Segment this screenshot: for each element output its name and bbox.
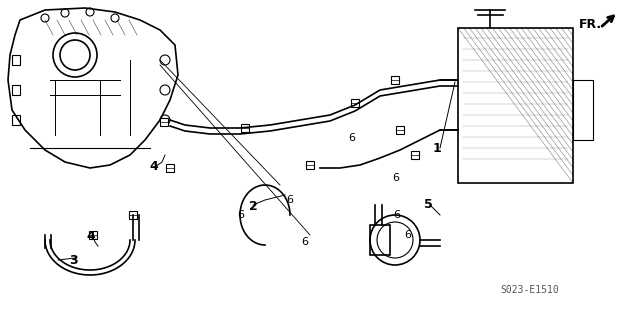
Bar: [391, 76, 399, 84]
Text: 6: 6: [349, 133, 355, 143]
Text: 2: 2: [248, 201, 257, 213]
Text: 6: 6: [404, 230, 412, 240]
Text: S023-E1510: S023-E1510: [500, 285, 559, 295]
Text: 3: 3: [68, 254, 77, 266]
Text: 1: 1: [433, 142, 442, 154]
Bar: [160, 118, 168, 126]
Bar: [12, 115, 20, 125]
Text: 6: 6: [392, 173, 399, 183]
Text: 6: 6: [287, 195, 294, 205]
Text: 4: 4: [150, 160, 158, 174]
Bar: [573, 80, 593, 140]
Bar: [458, 28, 573, 183]
Text: 6: 6: [394, 210, 401, 220]
Bar: [241, 124, 249, 132]
Bar: [370, 225, 390, 255]
Bar: [89, 231, 97, 239]
Bar: [351, 99, 359, 107]
Bar: [166, 164, 174, 172]
Bar: [129, 211, 137, 219]
Text: 4: 4: [86, 231, 95, 243]
Bar: [12, 55, 20, 65]
Text: 6: 6: [301, 237, 308, 247]
Bar: [411, 151, 419, 159]
Text: FR.: FR.: [579, 19, 602, 32]
Text: 5: 5: [424, 198, 433, 211]
Bar: [396, 126, 404, 134]
Bar: [12, 85, 20, 95]
Bar: [306, 161, 314, 169]
Text: 6: 6: [237, 210, 244, 220]
